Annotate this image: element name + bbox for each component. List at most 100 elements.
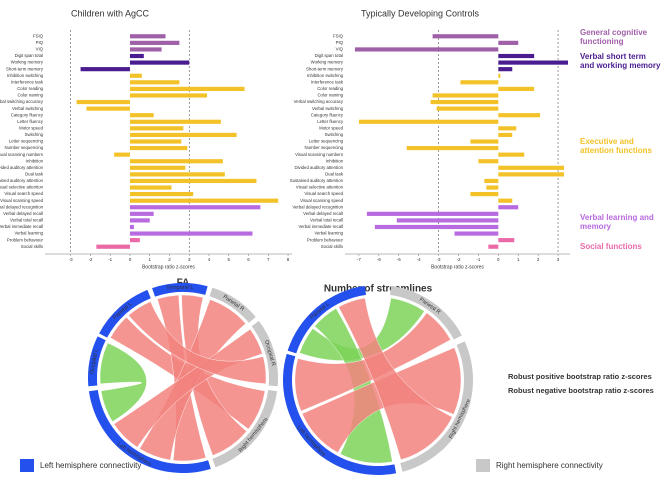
category-label: Verbal learning xyxy=(14,231,43,236)
bar xyxy=(454,231,499,236)
category-label: Digit span total xyxy=(15,53,43,58)
group-legend-label: Social functions xyxy=(580,242,642,251)
category-label: Visual scanning speed xyxy=(300,198,344,203)
bar xyxy=(96,244,130,249)
category-label: Social skills xyxy=(21,244,43,249)
left-legend-label: Left hemisphere connectivity xyxy=(40,461,141,470)
bar xyxy=(129,172,225,177)
category-label: Verbal total recall xyxy=(310,218,343,223)
node-arc xyxy=(212,389,278,468)
chord-link xyxy=(99,342,147,422)
x-tick-label: 7 xyxy=(267,257,270,262)
category-label: Working memory xyxy=(11,60,44,65)
bar xyxy=(129,126,184,131)
category-label: Switching xyxy=(325,132,344,137)
bar xyxy=(129,40,180,45)
category-label: Visual scanning numbers xyxy=(0,152,43,157)
category-label: Sustained auditory attention xyxy=(0,178,44,183)
bar xyxy=(498,53,535,59)
bar xyxy=(129,211,154,216)
x-tick-label: 0 xyxy=(497,257,500,262)
category-label: Color naming xyxy=(317,93,343,98)
x-tick-label: 1 xyxy=(517,257,520,262)
x-tick-label: 4 xyxy=(208,257,211,262)
bar xyxy=(358,119,499,124)
category-label: Verbal immediate recall xyxy=(0,224,43,229)
bar xyxy=(498,73,501,78)
category-label: Visual selective attention xyxy=(0,185,44,190)
category-label: Letter sequencing xyxy=(9,139,44,144)
category-label: Letter sequencing xyxy=(309,139,344,144)
x-axis-label: Bootstrap ratio z-scores xyxy=(431,264,484,270)
bar xyxy=(498,67,513,72)
bar xyxy=(498,113,541,118)
bar xyxy=(129,80,180,85)
left-legend-swatch xyxy=(20,459,34,472)
bar xyxy=(129,139,182,144)
bar xyxy=(129,205,261,210)
bar xyxy=(498,238,515,243)
category-label: Interference task xyxy=(311,79,344,84)
node-label: Occipital L xyxy=(89,348,100,374)
category-label: Visual selective attention xyxy=(296,185,344,190)
group-legend-label: Verbal short term and working memory xyxy=(580,52,661,70)
bar xyxy=(86,106,130,111)
node-arc xyxy=(152,283,208,297)
category-label: Short-term memory xyxy=(306,66,344,71)
category-label: Verbal delayed recall xyxy=(303,211,343,216)
positive-legend: Robust positive bootstrap ratio z-scores xyxy=(508,372,652,381)
bar xyxy=(354,47,499,52)
category-label: Dual task xyxy=(25,172,44,177)
x-tick-label: -5 xyxy=(397,257,401,262)
category-label: Letter fluency xyxy=(317,119,344,124)
x-tick-label: -1 xyxy=(108,257,112,262)
category-label: Verbal immediate recall xyxy=(298,224,343,229)
category-label: VIQ xyxy=(336,47,344,52)
x-tick-label: 1 xyxy=(148,257,151,262)
x-tick-label: -2 xyxy=(456,257,460,262)
right-legend-swatch xyxy=(476,459,490,472)
category-label: Verbal switching xyxy=(312,106,344,111)
category-label: Letter fluency xyxy=(17,119,44,124)
category-label: Motor speed xyxy=(19,125,43,130)
node-label: Parietal L xyxy=(112,301,133,321)
bar xyxy=(129,192,194,197)
bar xyxy=(396,218,499,223)
bar xyxy=(129,218,150,223)
group-legend-label: General cognitive functioning xyxy=(580,28,648,46)
category-label: Verbal delayed recognition xyxy=(0,204,44,209)
bar xyxy=(374,224,499,230)
category-label: FSIQ xyxy=(333,33,344,38)
bar xyxy=(129,185,172,190)
bar xyxy=(498,86,535,91)
x-tick-label: 5 xyxy=(228,257,231,262)
x-tick-label: -1 xyxy=(476,257,480,262)
category-label: Verbal switching accuracy xyxy=(0,99,44,104)
category-label: Verbal total recall xyxy=(10,218,43,223)
chart-title: Typically Developing Controls xyxy=(361,8,480,18)
category-label: Visual search speed xyxy=(304,191,343,196)
bar xyxy=(498,152,525,157)
category-label: Visual scanning numbers xyxy=(295,152,343,157)
x-tick-label: -2 xyxy=(88,257,92,262)
x-tick-label: 0 xyxy=(129,257,132,262)
bar xyxy=(498,198,513,203)
right-legend-label: Right hemisphere connectivity xyxy=(496,461,603,470)
bar xyxy=(432,93,499,98)
category-label: Visual scanning speed xyxy=(0,198,44,203)
chord-title: Number of streamlines xyxy=(324,284,433,295)
x-tick-label: -4 xyxy=(417,257,421,262)
node-arc xyxy=(88,336,106,387)
x-tick-label: 8 xyxy=(287,257,290,262)
bar xyxy=(460,80,499,85)
category-label: Problem behaviour xyxy=(7,237,44,242)
bar xyxy=(129,159,223,164)
x-tick-label: 2 xyxy=(168,257,171,262)
x-tick-label: -3 xyxy=(69,257,73,262)
bar xyxy=(406,145,499,151)
bar xyxy=(80,67,130,72)
